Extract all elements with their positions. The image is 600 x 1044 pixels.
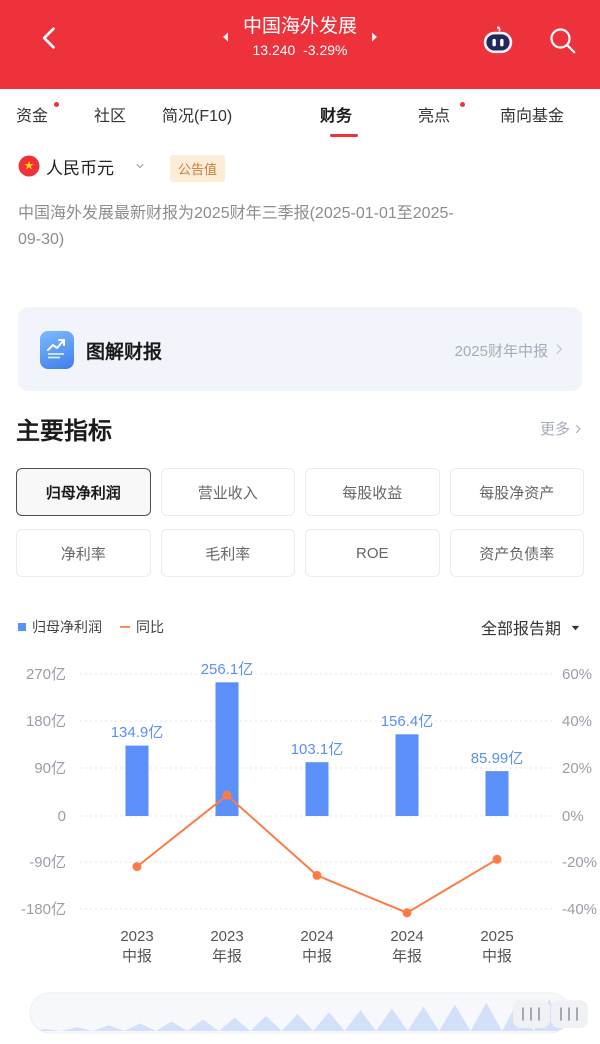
svg-text:-180亿: -180亿 <box>21 901 66 918</box>
svg-text:2023: 2023 <box>210 928 243 945</box>
svg-text:256.1亿: 256.1亿 <box>201 661 254 678</box>
svg-text:-20%: -20% <box>562 854 597 871</box>
svg-text:103.1亿: 103.1亿 <box>291 741 344 758</box>
svg-text:134.9亿: 134.9亿 <box>111 724 164 741</box>
svg-text:年报: 年报 <box>392 948 422 965</box>
svg-text:0: 0 <box>58 808 66 825</box>
svg-text:270亿: 270亿 <box>26 666 66 683</box>
svg-text:60%: 60% <box>562 666 592 683</box>
svg-text:40%: 40% <box>562 713 592 730</box>
svg-text:中报: 中报 <box>122 948 152 965</box>
svg-text:156.4亿: 156.4亿 <box>381 713 434 730</box>
svg-text:2025: 2025 <box>480 928 513 945</box>
svg-text:90亿: 90亿 <box>34 760 66 777</box>
svg-text:85.99亿: 85.99亿 <box>471 750 524 767</box>
svg-text:2024: 2024 <box>300 928 333 945</box>
svg-text:-90亿: -90亿 <box>29 854 66 871</box>
svg-text:-40%: -40% <box>562 901 597 918</box>
svg-text:中报: 中报 <box>482 948 512 965</box>
svg-text:2023: 2023 <box>120 928 153 945</box>
svg-text:20%: 20% <box>562 760 592 777</box>
svg-text:2024: 2024 <box>390 928 423 945</box>
svg-text:0%: 0% <box>562 808 584 825</box>
svg-text:年报: 年报 <box>212 948 242 965</box>
svg-text:180亿: 180亿 <box>26 713 66 730</box>
svg-text:中报: 中报 <box>302 948 332 965</box>
